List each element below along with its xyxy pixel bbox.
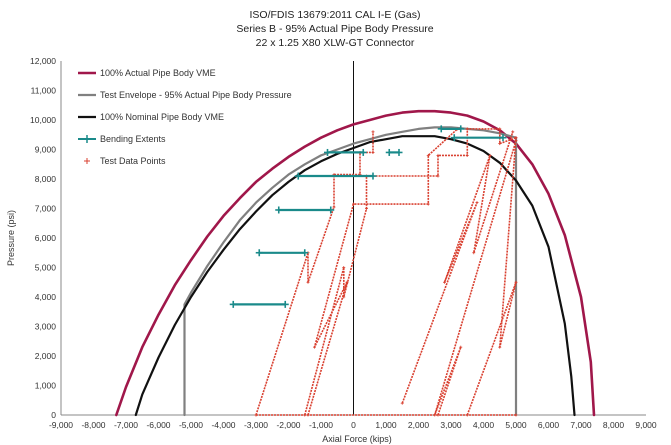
x-tick-label: -7,000 <box>114 420 138 430</box>
x-tick-label: -8,000 <box>81 420 105 430</box>
x-tick-label: 1,000 <box>375 420 397 430</box>
plot-area: -9,000 -8,000 -7,000 -6,000 -5,000 -4,000 -3,0… <box>30 56 657 430</box>
y-tick-label: 8,000 <box>35 174 57 184</box>
legend: 100% Actual Pipe Body VME Test Envelope -… <box>78 68 292 166</box>
x-tick-label: 3,000 <box>440 420 462 430</box>
x-axis-title: Axial Force (kips) <box>322 434 392 444</box>
y-tick-label: 1,000 <box>35 381 57 391</box>
series-line <box>134 135 576 417</box>
x-tick-label: 9,000 <box>635 420 657 430</box>
y-tick-label: 4,000 <box>35 292 57 302</box>
y-axis-title: Pressure (psi) <box>6 210 16 266</box>
x-tick-label: 4,000 <box>473 420 495 430</box>
legend-label: Test Envelope - 95% Actual Pipe Body Pre… <box>100 90 292 100</box>
y-tick-label: 10,000 <box>30 115 56 125</box>
series-line <box>115 109 596 417</box>
chart-subtitle-2: 22 x 1.25 X80 XLW-GT Connector <box>256 37 415 49</box>
y-tick-label: 6,000 <box>35 233 57 243</box>
y-tick-label: 9,000 <box>35 145 57 155</box>
data-points-path <box>255 131 374 416</box>
x-tick-label: 8,000 <box>603 420 625 430</box>
chart-subtitle: Series B - 95% Actual Pipe Body Pressure <box>236 23 433 35</box>
x-tick-label: 7,000 <box>570 420 592 430</box>
x-tick-label: 2,000 <box>408 420 430 430</box>
y-tick-label: 12,000 <box>30 56 56 66</box>
x-tick-label: -9,000 <box>49 420 73 430</box>
x-tick-label: -3,000 <box>244 420 268 430</box>
data-points-path <box>466 137 517 416</box>
y-tick-label: 11,000 <box>31 86 57 96</box>
x-tick-label: -4,000 <box>211 420 235 430</box>
y-tick-label: 2,000 <box>35 351 57 361</box>
x-tick-label: 6,000 <box>538 420 560 430</box>
legend-label: 100% Nominal Pipe Body VME <box>100 112 224 122</box>
x-tick-label: 0 <box>351 420 356 430</box>
legend-label: Bending Extents <box>100 134 166 144</box>
y-tick-label: 7,000 <box>35 204 57 214</box>
legend-label: 100% Actual Pipe Body VME <box>100 68 216 78</box>
data-points-path <box>307 128 459 416</box>
x-tick-label: -6,000 <box>146 420 170 430</box>
chart-title: ISO/FDIS 13679:2011 CAL I-E (Gas) <box>250 9 421 21</box>
x-tick-label: -1,000 <box>309 420 333 430</box>
legend-label: Test Data Points <box>100 156 166 166</box>
data-points-path <box>304 128 517 416</box>
y-tick-label: 0 <box>51 410 56 420</box>
y-tick-label: 3,000 <box>35 322 57 332</box>
x-tick-label: -2,000 <box>276 420 300 430</box>
y-tick-label: 5,000 <box>35 263 57 273</box>
data-points-path <box>401 131 514 404</box>
x-tick-label: -5,000 <box>179 420 203 430</box>
x-tick-label: 5,000 <box>505 420 527 430</box>
